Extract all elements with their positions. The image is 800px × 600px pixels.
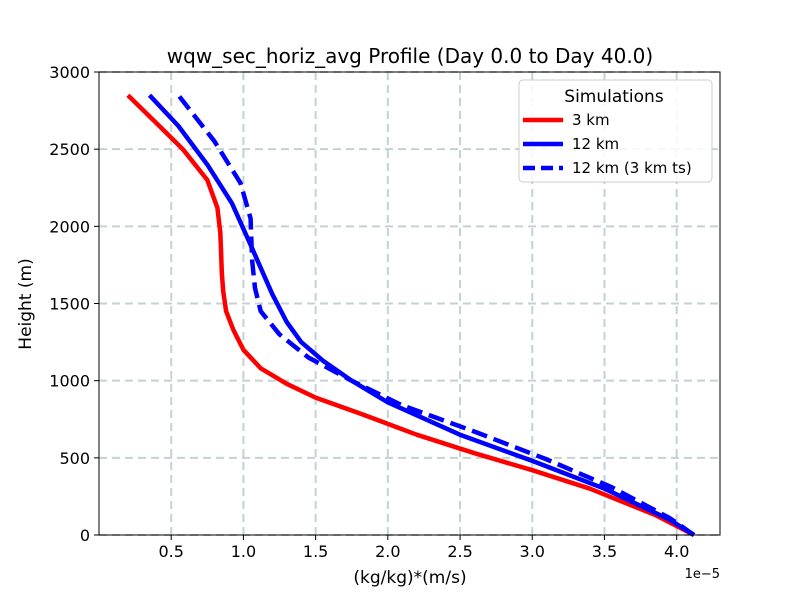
x-tick-label: 2.0 [375,542,400,561]
x-scale-offset-label: 1e−5 [685,567,720,582]
x-tick-label: 3.5 [592,542,617,561]
y-tick-label: 0 [80,526,90,545]
y-tick-label: 2000 [49,217,90,236]
series-line-3-km [126,93,696,538]
legend-items: 3 km 12 km 12 km (3 km ts) [523,111,692,177]
x-tick-label: 0.5 [158,542,183,561]
x-tick-label: 4.0 [664,542,689,561]
legend-title: Simulations [564,87,664,107]
x-tick-label: 1.0 [231,542,256,561]
y-tick-label: 2500 [49,140,90,159]
x-tick-label: 1.5 [303,542,328,561]
x-tick-label: 3.0 [520,542,545,561]
legend-label-12-km-3-km-ts: 12 km (3 km ts) [572,159,692,177]
x-axis-label: (kg/kg)*(m/s) [353,568,466,588]
y-tick-label: 1000 [49,372,90,391]
series-layer [126,93,696,538]
legend: Simulations 3 km 12 km 12 km (3 km ts) [518,79,713,183]
legend-box [518,79,713,183]
y-tick-label: 500 [59,449,90,468]
series-line-12-km [147,93,696,537]
y-tick-label: 3000 [49,63,90,82]
y-tick-label: 1500 [49,295,90,314]
tick-layer: 0.5 1.0 1.5 2.0 2.5 3.0 3.5 4.0 0 500 1000 1500 2000… [49,63,689,561]
x-tick-label: 2.5 [447,542,472,561]
chart-title: wqw_sec_horiz_avg Profile (Day 0.0 to Da… [167,44,653,68]
y-axis-label: Height (m) [16,258,36,349]
series-line-12-km-3-km-ts [176,93,696,537]
legend-label-3-km: 3 km [572,111,610,129]
legend-label-12-km: 12 km [572,135,619,153]
